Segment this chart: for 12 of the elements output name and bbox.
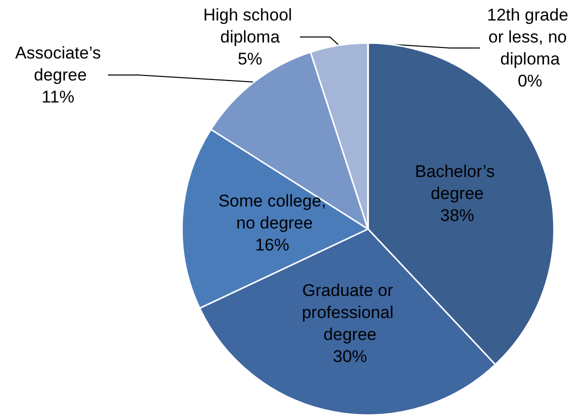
slice-label: Some college, no degree	[218, 191, 326, 232]
data-label: 16%	[255, 235, 290, 254]
slice-label: Associate’s degree	[15, 44, 101, 84]
data-label: 11%	[42, 88, 74, 106]
slice-label: High school diploma	[203, 6, 297, 46]
slice-label: Graduate or professional degree	[302, 280, 398, 344]
data-label: 30%	[332, 346, 368, 366]
data-label: 5%	[238, 50, 262, 68]
category-label: 12th grade or less, no diploma	[486, 6, 568, 68]
data-label: 38%	[440, 206, 474, 226]
slice-label: Bachelor’s degree	[415, 162, 500, 204]
text: 0%	[518, 72, 542, 90]
